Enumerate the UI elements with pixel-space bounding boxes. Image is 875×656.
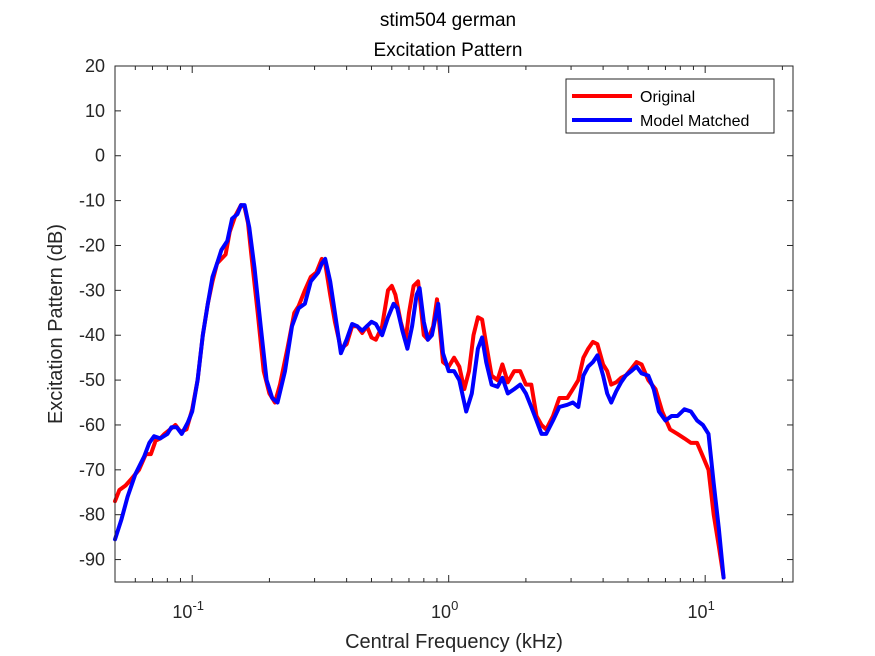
y-tick-label: -10 bbox=[79, 191, 105, 211]
plot-lines bbox=[113, 203, 726, 580]
series-line-model-matched bbox=[113, 203, 726, 580]
legend: Original Model Matched bbox=[565, 78, 775, 134]
legend-box bbox=[565, 78, 775, 134]
plot-area bbox=[115, 66, 793, 582]
y-tick-label: -30 bbox=[79, 280, 105, 300]
y-tick-label: -60 bbox=[79, 415, 105, 435]
x-tick-label: 101 bbox=[688, 598, 715, 622]
y-tick-label: -70 bbox=[79, 460, 105, 480]
chart-title: stim504 german bbox=[380, 10, 516, 31]
x-axis-label: Central Frequency (kHz) bbox=[345, 631, 563, 653]
y-tick-label: 0 bbox=[95, 146, 105, 166]
y-tick-label: -20 bbox=[79, 235, 105, 255]
legend-label-model-matched: Model Matched bbox=[640, 113, 749, 130]
y-tick-label: -40 bbox=[79, 325, 105, 345]
x-tick-label: 100 bbox=[431, 598, 458, 622]
y-axis-label: Excitation Pattern (dB) bbox=[45, 224, 67, 424]
legend-label-original: Original bbox=[640, 89, 695, 106]
chart-subtitle: Excitation Pattern bbox=[374, 40, 523, 61]
y-tick-label: -50 bbox=[79, 370, 105, 390]
y-tick-label: 20 bbox=[85, 56, 105, 76]
y-tick-label: -80 bbox=[79, 505, 105, 525]
y-tick-label: 10 bbox=[85, 101, 105, 121]
y-tick-label: -90 bbox=[79, 550, 105, 570]
x-tick-label: 10-1 bbox=[172, 598, 204, 622]
plot-frame bbox=[114, 65, 794, 583]
